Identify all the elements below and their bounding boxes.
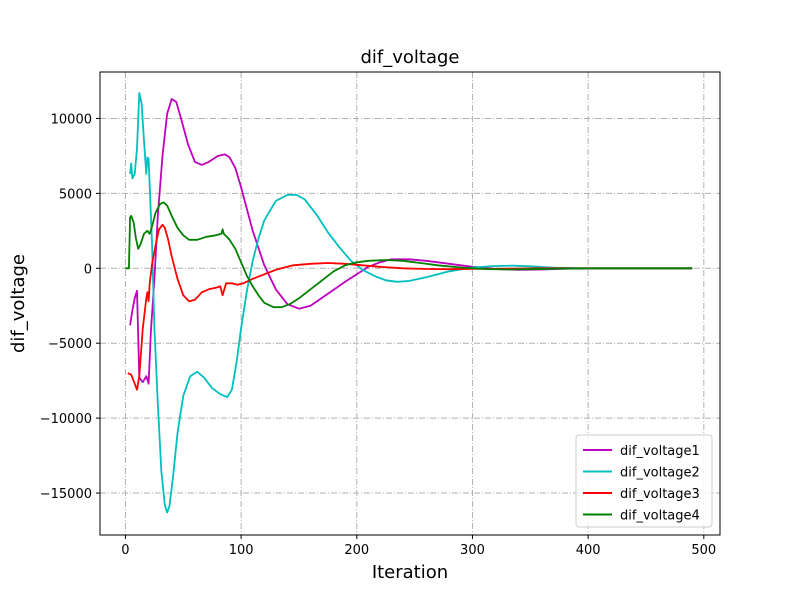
legend-box (575, 434, 713, 528)
x-axis-ticks: 0 100 200 300 400 500 (121, 535, 716, 558)
x-tick-label: 100 (229, 543, 254, 558)
y-tick-label: 10000 (51, 112, 92, 127)
series-line-dif_voltage1 (129, 98, 693, 385)
legend-label-dif_voltage2: dif_voltage2 (620, 466, 700, 481)
x-tick-label: 500 (691, 543, 716, 558)
legend-label-dif_voltage1: dif_voltage1 (620, 444, 700, 459)
plot-frame (99, 71, 721, 536)
legend-label-dif_voltage4: dif_voltage4 (620, 509, 700, 524)
y-tick-label: 0 (84, 262, 92, 277)
y-axis-label: dif_voltage (8, 254, 29, 353)
series-line-dif_voltage2 (129, 92, 693, 514)
legend: dif_voltage1 dif_voltage2 dif_voltage3 dif_… (575, 434, 713, 528)
x-tick-label: 300 (460, 543, 485, 558)
y-tick-label: −5000 (48, 337, 92, 352)
y-axis-ticks: −15000 −10000 −5000 0 5000 10000 (40, 112, 100, 502)
series-line-dif_voltage3 (127, 223, 693, 391)
x-tick-label: 200 (344, 543, 369, 558)
x-axis-label: Iteration (372, 562, 448, 583)
series-line-dif_voltage4 (125, 201, 693, 309)
x-tick-label: 0 (121, 543, 129, 558)
grid-lines (100, 72, 720, 535)
legend-label-dif_voltage3: dif_voltage3 (620, 487, 700, 502)
y-tick-label: −10000 (40, 412, 92, 427)
y-tick-label: −15000 (40, 487, 92, 502)
x-tick-label: 400 (576, 543, 601, 558)
y-tick-label: 5000 (59, 187, 92, 202)
series-lines (125, 92, 693, 514)
chart-title: dif_voltage (360, 47, 459, 68)
